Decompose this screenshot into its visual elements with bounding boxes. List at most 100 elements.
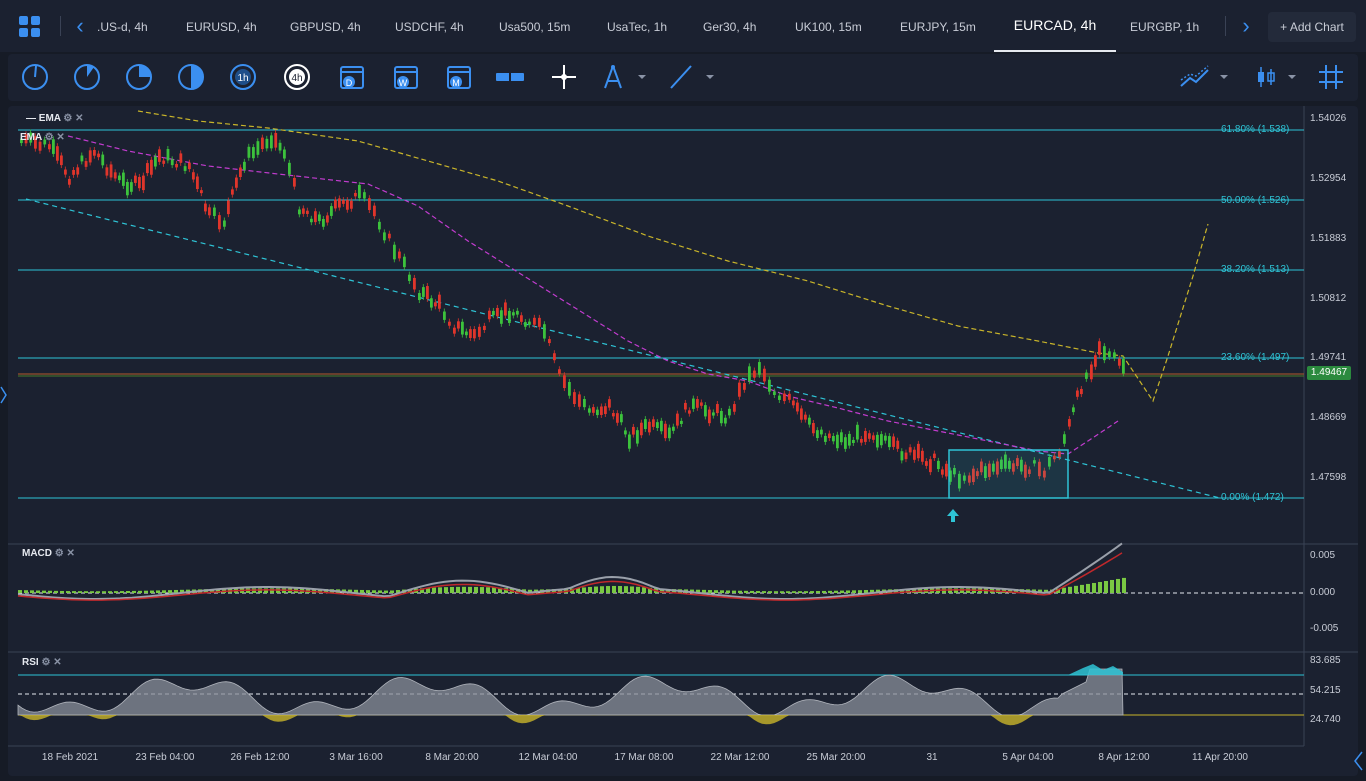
gear-icon[interactable]: ⚙ (54, 548, 64, 559)
tab-uk100[interactable]: UK100, 15m (795, 20, 862, 34)
timeframe-4h-icon[interactable]: 4h (282, 62, 312, 92)
tab-us-d[interactable]: .US-d, 4h (97, 20, 148, 34)
candle-body (274, 132, 278, 148)
chart-area[interactable]: — EMA ⚙ ✕ EMA ⚙ ✕ MACD ⚙ ✕ RSI ⚙ ✕ 61.80… (8, 106, 1358, 776)
time-tick: 25 Mar 20:00 (806, 752, 866, 763)
ruler-icon[interactable] (495, 62, 525, 92)
candle-body (227, 200, 230, 215)
time-tick: 5 Apr 04:00 (1002, 752, 1054, 763)
macd-histogram-bar (1116, 578, 1120, 593)
candle-body (1098, 341, 1101, 355)
candle-body (733, 404, 736, 412)
candle-body (162, 160, 166, 164)
right-panel-toggle-icon[interactable] (1352, 750, 1364, 772)
candle-body (668, 427, 671, 439)
ema-indicator-2[interactable]: EMA ⚙ ✕ (20, 132, 65, 143)
macd-histogram-bar (114, 591, 118, 593)
tab-gbpusd[interactable]: GBPUSD, 4h (290, 20, 361, 34)
timeframe-1h-icon[interactable]: 1h (228, 62, 258, 92)
tab-eurusd[interactable]: EURUSD, 4h (186, 20, 257, 34)
close-icon[interactable]: ✕ (56, 132, 65, 143)
macd-histogram-bar (954, 588, 958, 593)
candle-body (443, 311, 446, 320)
candle-body (188, 162, 191, 170)
candle-body (808, 417, 811, 425)
candle-body (1012, 463, 1015, 472)
close-icon[interactable]: ✕ (53, 657, 62, 668)
macd-histogram-bar (582, 587, 586, 593)
chevron-down-icon[interactable] (1286, 62, 1298, 92)
calendar-month-icon[interactable]: M (444, 62, 474, 92)
close-icon[interactable]: ✕ (66, 548, 75, 559)
trend-line-icon[interactable] (666, 62, 696, 92)
tab-usdchf[interactable]: USDCHF, 4h (395, 20, 464, 34)
candle-body (430, 298, 433, 308)
macd-histogram-bar (1104, 580, 1108, 593)
candlestick-series (20, 129, 1125, 492)
timeframe-30m-icon[interactable] (176, 62, 206, 92)
candle-body (97, 153, 100, 158)
candle-body (256, 141, 260, 155)
candle-body (860, 438, 863, 443)
collapse-icon[interactable]: — (26, 113, 36, 124)
candle-body (520, 315, 523, 322)
candle-body (118, 175, 121, 181)
tabs-next-arrow-icon[interactable]: › (1242, 13, 1250, 38)
tab-usatec[interactable]: UsaTec, 1h (607, 20, 668, 34)
macd-histogram-bar (132, 590, 136, 593)
timeframe-1m-icon[interactable] (20, 62, 50, 92)
compass-drawing-icon[interactable] (598, 62, 628, 92)
chevron-down-icon[interactable] (704, 62, 716, 92)
candle-body (953, 468, 956, 475)
time-tick: 8 Mar 20:00 (425, 752, 479, 763)
tab-eurcad[interactable]: EURCAD, 4h (994, 0, 1116, 52)
candle-body (900, 451, 904, 461)
gear-icon[interactable]: ⚙ (63, 113, 73, 124)
chevron-down-icon[interactable] (1218, 62, 1230, 92)
gear-icon[interactable]: ⚙ (44, 132, 54, 143)
time-tick: 26 Feb 12:00 (230, 752, 290, 763)
fibonacci-levels[interactable] (18, 129, 1304, 499)
candle-body (848, 433, 851, 446)
up-arrow-icon[interactable] (947, 509, 959, 522)
tab-eurgbp[interactable]: EURGBP, 1h (1130, 20, 1200, 34)
ema-indicator-1[interactable]: — EMA ⚙ ✕ (26, 113, 84, 124)
gear-icon[interactable]: ⚙ (41, 657, 51, 668)
grid-toggle-icon[interactable] (1316, 62, 1346, 92)
candle-body (824, 435, 827, 442)
candle-body (868, 433, 871, 439)
add-chart-button[interactable]: + Add Chart (1268, 12, 1356, 42)
timeframe-1h-text: 1h (237, 73, 248, 84)
indicators-icon[interactable] (1178, 62, 1214, 92)
timeframe-15m-icon[interactable] (124, 62, 154, 92)
macd-histogram-bar (1122, 577, 1126, 593)
macd-panel-header[interactable]: MACD ⚙ ✕ (22, 548, 75, 559)
price-tick: 1.47598 (1310, 472, 1347, 483)
tab-usa500[interactable]: Usa500, 15m (499, 20, 571, 34)
price-chart-canvas[interactable] (8, 106, 1358, 776)
macd-histogram-bar (558, 589, 562, 593)
timeframe-5m-icon[interactable] (72, 62, 102, 92)
tab-eurjpy[interactable]: EURJPY, 15m (900, 20, 976, 34)
candlestick-type-icon[interactable] (1251, 62, 1281, 92)
rsi-tick: 54.215 (1310, 685, 1341, 696)
candle-body (1048, 457, 1051, 467)
rsi-panel-header[interactable]: RSI ⚙ ✕ (22, 657, 62, 668)
chevron-down-icon[interactable] (636, 62, 648, 92)
crosshair-icon[interactable] (549, 62, 579, 92)
close-icon[interactable]: ✕ (75, 113, 84, 124)
apps-grid-icon[interactable] (18, 15, 42, 39)
tab-ger30[interactable]: Ger30, 4h (703, 20, 757, 34)
left-panel-toggle-icon[interactable] (0, 385, 8, 405)
candle-body (48, 144, 51, 150)
macd-histogram-bar (420, 588, 424, 593)
candle-body (533, 317, 536, 325)
calendar-day-icon[interactable]: D (337, 62, 367, 92)
consolidation-box[interactable] (948, 449, 1069, 499)
calendar-week-icon[interactable]: W (391, 62, 421, 92)
candle-body (383, 232, 386, 241)
tabs-prev-arrow-icon[interactable]: ‹ (76, 13, 84, 38)
candle-body (478, 326, 481, 337)
descending-trendline[interactable] (25, 198, 1221, 499)
chart-toolbar: 1h 4h D W M (8, 54, 1358, 101)
